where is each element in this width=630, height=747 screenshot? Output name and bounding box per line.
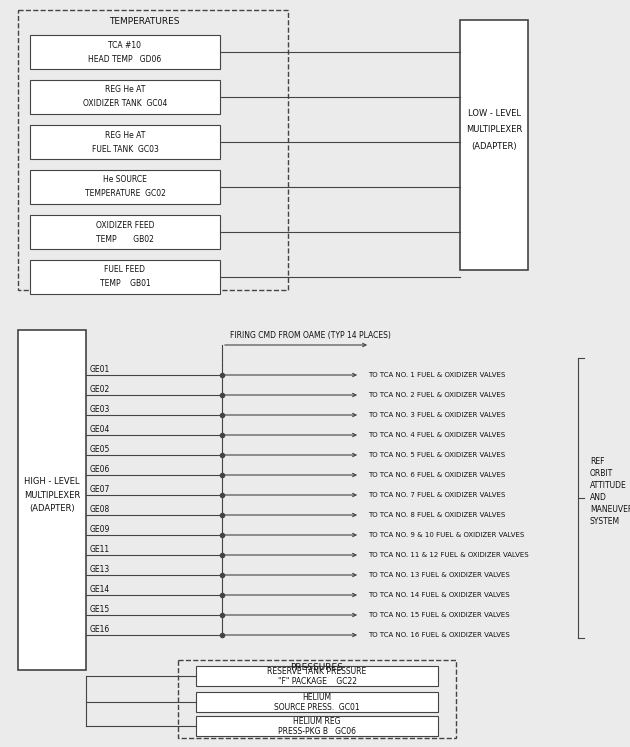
Text: AND: AND: [590, 494, 607, 503]
Bar: [178, 660, 456, 738]
Text: GE09: GE09: [90, 524, 110, 533]
Bar: [30, 260, 220, 294]
Text: ATTITUDE: ATTITUDE: [590, 482, 627, 491]
Text: TO TCA NO. 11 & 12 FUEL & OXIDIZER VALVES: TO TCA NO. 11 & 12 FUEL & OXIDIZER VALVE…: [368, 552, 529, 558]
Text: TCA #10: TCA #10: [108, 40, 142, 49]
Text: GE01: GE01: [90, 365, 110, 374]
Bar: [460, 20, 528, 270]
Text: PRESSURES: PRESSURES: [290, 663, 343, 672]
Text: GE16: GE16: [90, 624, 110, 633]
Text: FIRING CMD FROM OAME (TYP 14 PLACES): FIRING CMD FROM OAME (TYP 14 PLACES): [230, 331, 391, 340]
Text: TO TCA NO. 7 FUEL & OXIDIZER VALVES: TO TCA NO. 7 FUEL & OXIDIZER VALVES: [368, 492, 505, 498]
Bar: [196, 666, 438, 686]
Text: GE03: GE03: [90, 404, 110, 414]
Bar: [196, 716, 438, 736]
Text: GE04: GE04: [90, 424, 110, 433]
Text: FUEL TANK  GC03: FUEL TANK GC03: [91, 144, 158, 153]
Text: SYSTEM: SYSTEM: [590, 518, 620, 527]
Text: HEAD TEMP   GD06: HEAD TEMP GD06: [88, 55, 162, 63]
Text: MULTIPLEXER: MULTIPLEXER: [24, 491, 80, 500]
Bar: [30, 35, 220, 69]
Text: GE02: GE02: [90, 385, 110, 394]
Text: GE05: GE05: [90, 444, 110, 453]
Text: ORBIT: ORBIT: [590, 470, 613, 479]
Text: GE08: GE08: [90, 504, 110, 513]
Bar: [30, 125, 220, 159]
Text: He SOURCE: He SOURCE: [103, 176, 147, 185]
Bar: [30, 215, 220, 249]
Text: OXIDIZER FEED: OXIDIZER FEED: [96, 220, 154, 229]
Text: MANEUVER: MANEUVER: [590, 506, 630, 515]
Text: RESERVE TANK PRESSURE: RESERVE TANK PRESSURE: [267, 668, 367, 677]
Text: HIGH - LEVEL: HIGH - LEVEL: [24, 477, 80, 486]
Text: TEMP       GB02: TEMP GB02: [96, 235, 154, 244]
Text: TO TCA NO. 16 FUEL & OXIDIZER VALVES: TO TCA NO. 16 FUEL & OXIDIZER VALVES: [368, 632, 510, 638]
Text: TO TCA NO. 8 FUEL & OXIDIZER VALVES: TO TCA NO. 8 FUEL & OXIDIZER VALVES: [368, 512, 505, 518]
Text: TEMPERATURES: TEMPERATURES: [109, 17, 180, 26]
Bar: [18, 330, 86, 670]
Text: TO TCA NO. 3 FUEL & OXIDIZER VALVES: TO TCA NO. 3 FUEL & OXIDIZER VALVES: [368, 412, 505, 418]
Text: TO TCA NO. 5 FUEL & OXIDIZER VALVES: TO TCA NO. 5 FUEL & OXIDIZER VALVES: [368, 452, 505, 458]
Bar: [18, 10, 288, 290]
Text: HELIUM: HELIUM: [302, 693, 331, 702]
Text: TO TCA NO. 15 FUEL & OXIDIZER VALVES: TO TCA NO. 15 FUEL & OXIDIZER VALVES: [368, 612, 510, 618]
Text: "F" PACKAGE    GC22: "F" PACKAGE GC22: [277, 677, 357, 686]
Text: SOURCE PRESS.  GC01: SOURCE PRESS. GC01: [274, 702, 360, 711]
Text: TO TCA NO. 14 FUEL & OXIDIZER VALVES: TO TCA NO. 14 FUEL & OXIDIZER VALVES: [368, 592, 510, 598]
Text: TEMPERATURE  GC02: TEMPERATURE GC02: [84, 190, 166, 199]
Text: TO TCA NO. 9 & 10 FUEL & OXIDIZER VALVES: TO TCA NO. 9 & 10 FUEL & OXIDIZER VALVES: [368, 532, 524, 538]
Text: REF: REF: [590, 457, 605, 466]
Text: TEMP    GB01: TEMP GB01: [100, 279, 151, 288]
Text: REG He AT: REG He AT: [105, 131, 145, 140]
Text: HELIUM REG: HELIUM REG: [293, 718, 341, 727]
Text: OXIDIZER TANK  GC04: OXIDIZER TANK GC04: [83, 99, 167, 108]
Text: LOW - LEVEL: LOW - LEVEL: [467, 110, 520, 119]
Text: GE11: GE11: [90, 545, 110, 554]
Text: TO TCA NO. 4 FUEL & OXIDIZER VALVES: TO TCA NO. 4 FUEL & OXIDIZER VALVES: [368, 432, 505, 438]
Text: GE15: GE15: [90, 604, 110, 613]
Text: FUEL FEED: FUEL FEED: [105, 265, 146, 274]
Text: GE14: GE14: [90, 584, 110, 594]
Text: PRESS-PKG B   GC06: PRESS-PKG B GC06: [278, 727, 356, 736]
Text: REG He AT: REG He AT: [105, 85, 145, 95]
Text: GE07: GE07: [90, 485, 110, 494]
Text: TO TCA NO. 1 FUEL & OXIDIZER VALVES: TO TCA NO. 1 FUEL & OXIDIZER VALVES: [368, 372, 505, 378]
Text: GE13: GE13: [90, 565, 110, 574]
Text: MULTIPLEXER: MULTIPLEXER: [466, 125, 522, 134]
Text: TO TCA NO. 2 FUEL & OXIDIZER VALVES: TO TCA NO. 2 FUEL & OXIDIZER VALVES: [368, 392, 505, 398]
Text: GE06: GE06: [90, 465, 110, 474]
Text: TO TCA NO. 6 FUEL & OXIDIZER VALVES: TO TCA NO. 6 FUEL & OXIDIZER VALVES: [368, 472, 505, 478]
Text: (ADAPTER): (ADAPTER): [29, 504, 75, 513]
Bar: [30, 170, 220, 204]
Text: TO TCA NO. 13 FUEL & OXIDIZER VALVES: TO TCA NO. 13 FUEL & OXIDIZER VALVES: [368, 572, 510, 578]
Bar: [30, 80, 220, 114]
Bar: [196, 692, 438, 712]
Text: (ADAPTER): (ADAPTER): [471, 141, 517, 150]
